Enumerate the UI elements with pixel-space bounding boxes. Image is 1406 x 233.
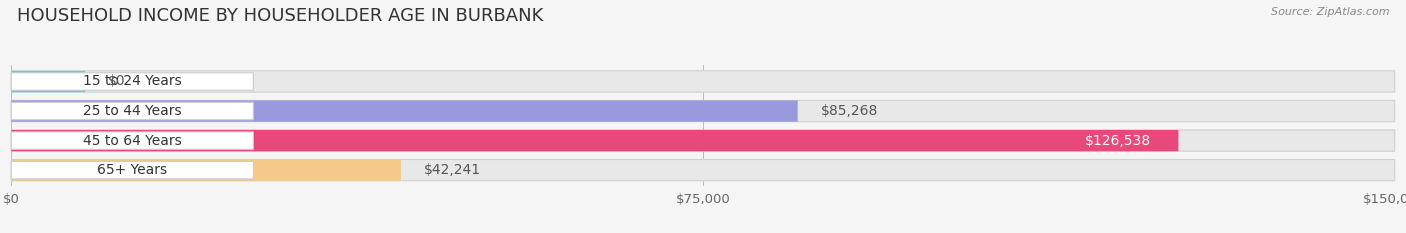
Text: $0: $0 bbox=[108, 75, 125, 89]
Text: HOUSEHOLD INCOME BY HOUSEHOLDER AGE IN BURBANK: HOUSEHOLD INCOME BY HOUSEHOLDER AGE IN B… bbox=[17, 7, 543, 25]
FancyBboxPatch shape bbox=[11, 102, 253, 120]
Text: 15 to 24 Years: 15 to 24 Years bbox=[83, 75, 181, 89]
FancyBboxPatch shape bbox=[11, 130, 1395, 151]
FancyBboxPatch shape bbox=[11, 132, 253, 149]
FancyBboxPatch shape bbox=[11, 100, 1395, 122]
FancyBboxPatch shape bbox=[11, 71, 1395, 92]
Text: Source: ZipAtlas.com: Source: ZipAtlas.com bbox=[1271, 7, 1389, 17]
Text: $126,538: $126,538 bbox=[1084, 134, 1150, 147]
FancyBboxPatch shape bbox=[11, 100, 797, 122]
FancyBboxPatch shape bbox=[11, 71, 84, 92]
Text: $42,241: $42,241 bbox=[425, 163, 481, 177]
FancyBboxPatch shape bbox=[11, 161, 253, 179]
FancyBboxPatch shape bbox=[11, 160, 401, 181]
Text: 45 to 64 Years: 45 to 64 Years bbox=[83, 134, 181, 147]
Text: $85,268: $85,268 bbox=[821, 104, 879, 118]
Text: 25 to 44 Years: 25 to 44 Years bbox=[83, 104, 181, 118]
Text: 65+ Years: 65+ Years bbox=[97, 163, 167, 177]
FancyBboxPatch shape bbox=[11, 73, 253, 90]
FancyBboxPatch shape bbox=[11, 130, 1178, 151]
FancyBboxPatch shape bbox=[11, 160, 1395, 181]
